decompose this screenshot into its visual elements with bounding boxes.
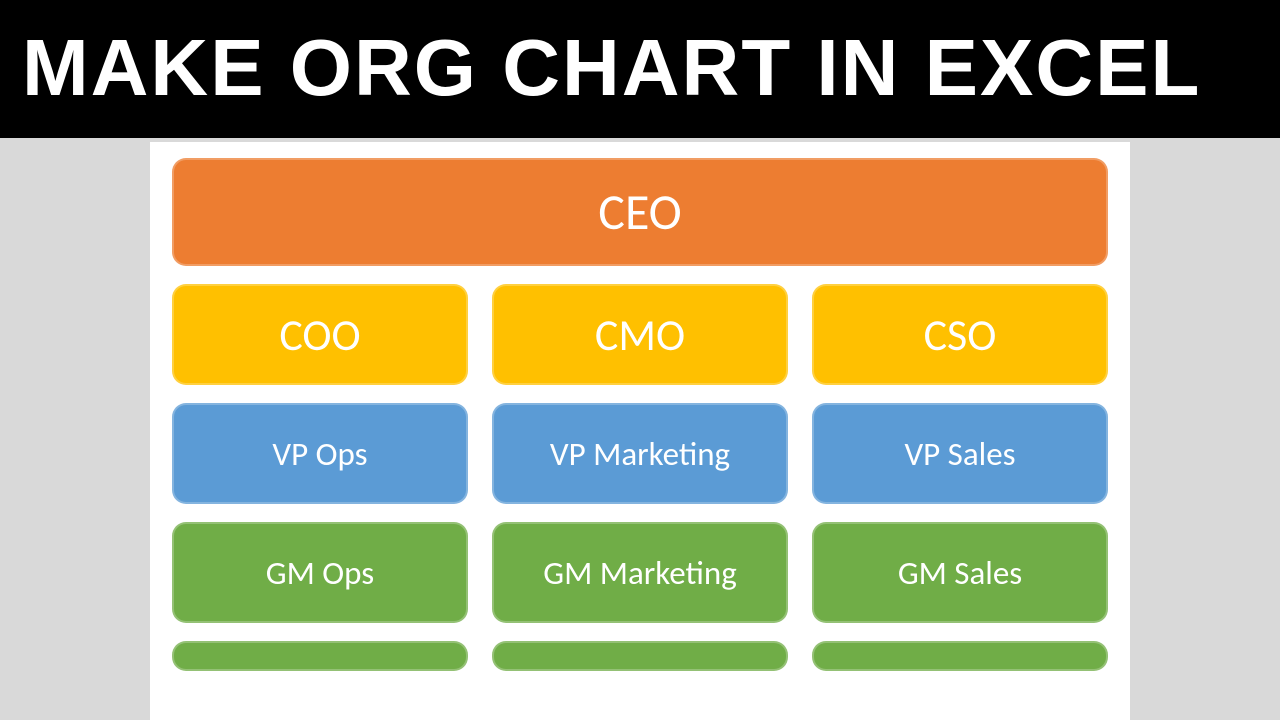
header-title: MAKE ORG CHART IN EXCEL	[22, 23, 1201, 112]
org-box-cmo: CMO	[492, 284, 788, 385]
org-box-vp-sales: VP Sales	[812, 403, 1108, 504]
chart-container: CEO COO CMO CSO VP Ops VP Marketing VP S…	[0, 138, 1280, 720]
chart-panel: CEO COO CMO CSO VP Ops VP Marketing VP S…	[150, 142, 1130, 720]
org-box-partial	[812, 641, 1108, 671]
org-label: VP Marketing	[550, 434, 730, 474]
org-row-1: CEO	[172, 158, 1108, 266]
org-box-cso: CSO	[812, 284, 1108, 385]
org-box-vp-ops: VP Ops	[172, 403, 468, 504]
org-box-gm-marketing: GM Marketing	[492, 522, 788, 623]
org-box-ceo: CEO	[172, 158, 1108, 266]
org-label: CEO	[598, 182, 681, 243]
org-label: GM Ops	[266, 553, 374, 593]
page-header: MAKE ORG CHART IN EXCEL	[0, 0, 1280, 138]
org-label: COO	[279, 308, 360, 362]
org-label: GM Sales	[898, 553, 1022, 593]
org-row-4: GM Ops GM Marketing GM Sales	[172, 522, 1108, 623]
org-label: VP Ops	[272, 434, 367, 474]
org-box-gm-ops: GM Ops	[172, 522, 468, 623]
org-label: VP Sales	[904, 434, 1015, 474]
org-row-5	[172, 641, 1108, 671]
org-label: GM Marketing	[543, 553, 736, 593]
org-box-vp-marketing: VP Marketing	[492, 403, 788, 504]
org-row-2: COO CMO CSO	[172, 284, 1108, 385]
org-box-gm-sales: GM Sales	[812, 522, 1108, 623]
org-label: CMO	[595, 308, 685, 362]
org-row-3: VP Ops VP Marketing VP Sales	[172, 403, 1108, 504]
org-box-partial	[492, 641, 788, 671]
org-box-coo: COO	[172, 284, 468, 385]
org-label: CSO	[924, 308, 997, 362]
org-box-partial	[172, 641, 468, 671]
